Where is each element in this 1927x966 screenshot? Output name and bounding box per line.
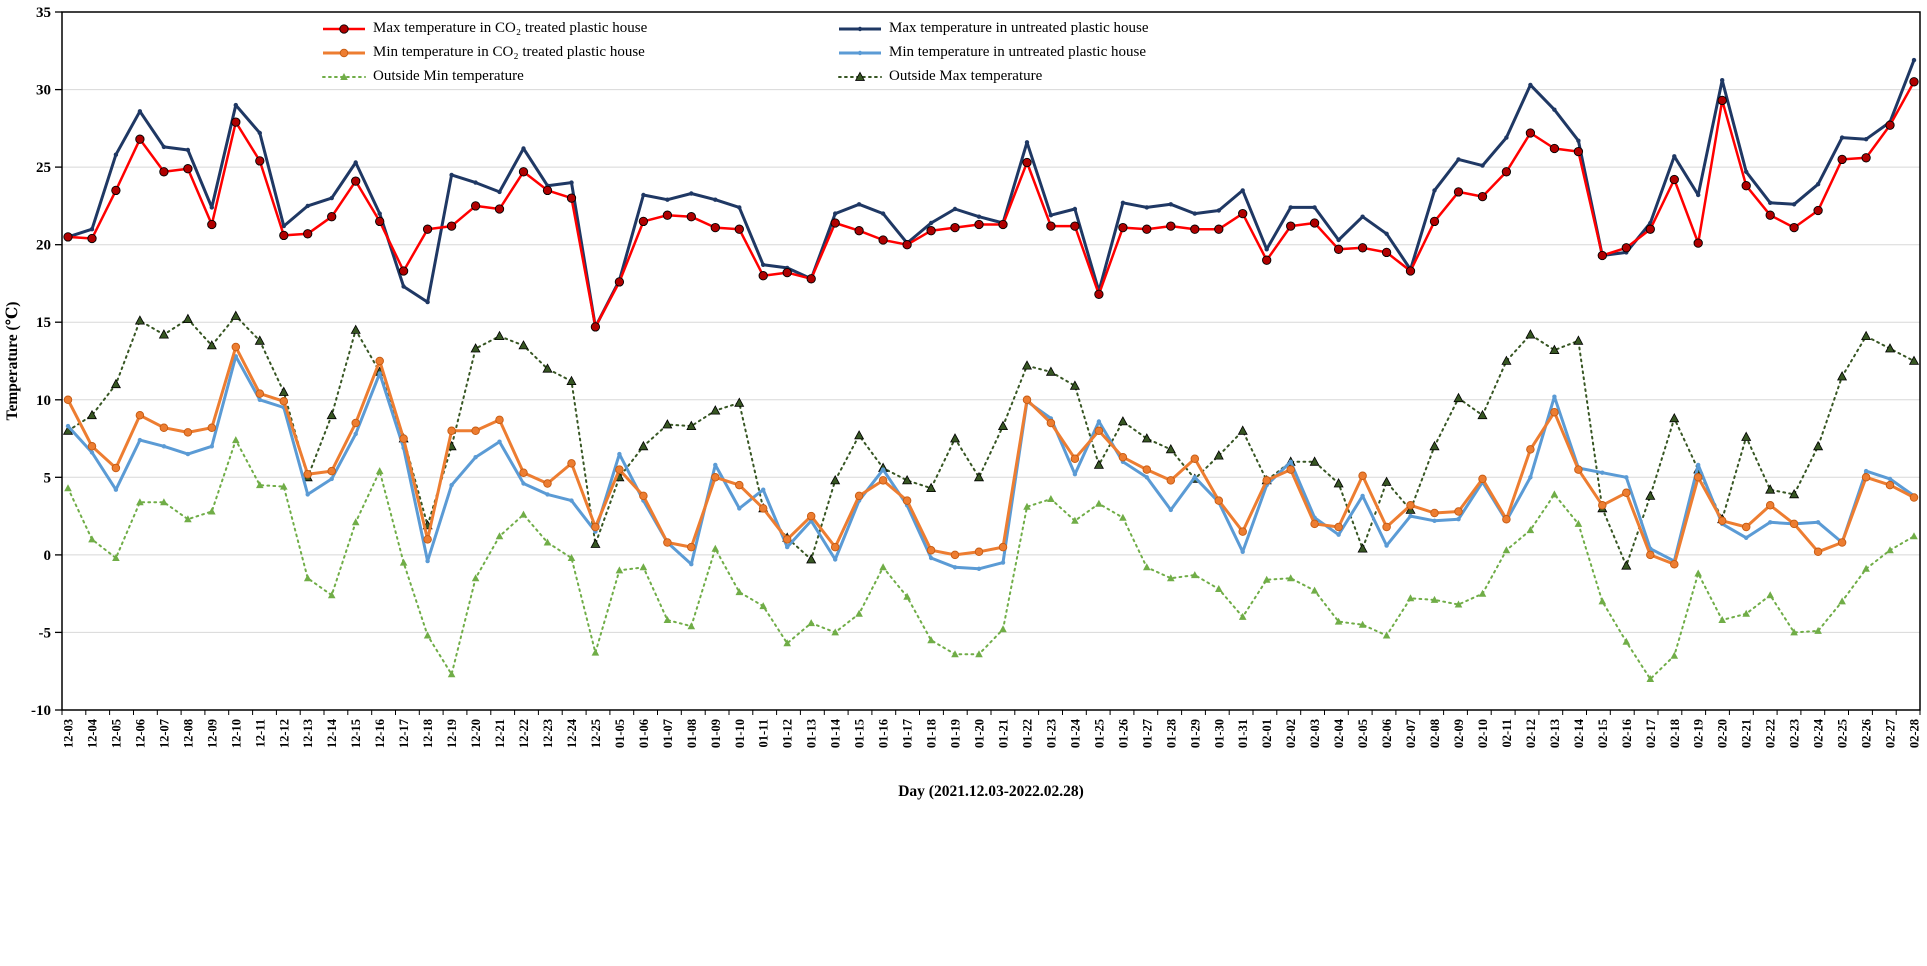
- x-tick-label: 01-12: [781, 719, 795, 748]
- x-tick-label: 01-29: [1188, 719, 1202, 748]
- x-tick-label: 12-07: [157, 719, 171, 748]
- x-tick-label: 02-26: [1860, 719, 1874, 748]
- y-tick-label: 35: [36, 5, 51, 21]
- x-tick-label: 02-20: [1716, 719, 1730, 748]
- y-tick-label: 30: [36, 83, 51, 99]
- x-tick-label: 02-12: [1524, 719, 1538, 748]
- x-tick-label: 12-06: [133, 719, 147, 748]
- y-axis-title: Temperature (℃): [4, 302, 21, 421]
- x-tick-label: 02-22: [1764, 719, 1778, 748]
- x-tick-label: 12-22: [517, 719, 531, 748]
- x-tick-label: 02-06: [1380, 719, 1394, 748]
- x-tick-label: 02-16: [1620, 719, 1634, 748]
- x-tick-label: 01-07: [661, 719, 675, 748]
- x-tick-label: 01-14: [829, 718, 843, 748]
- x-tick-label: 02-04: [1332, 718, 1346, 748]
- x-tick-label: 12-10: [229, 719, 243, 748]
- x-tick-label: 12-17: [397, 719, 411, 748]
- x-tick-label: 01-17: [901, 719, 915, 748]
- series-min-co2: [63, 342, 1919, 569]
- x-tick-label: 01-18: [925, 719, 939, 748]
- y-tick-label: 0: [44, 548, 52, 564]
- x-tick-label: 02-23: [1788, 719, 1802, 748]
- plot-graphics: -10 -5 0 5 10 15 20 25 30 35 12-03 12-04 12-05 12-06 1…: [31, 5, 1922, 748]
- x-tick-label: 01-19: [949, 719, 963, 748]
- x-tick-label: 02-14: [1572, 718, 1586, 748]
- x-tick-label: 12-16: [373, 719, 387, 748]
- y-tick-label: -10: [31, 703, 51, 719]
- x-tick-label: 02-15: [1596, 719, 1610, 748]
- x-tick-label: 12-21: [493, 719, 507, 748]
- x-tick-label: 12-25: [589, 719, 603, 748]
- x-tick-label: 12-12: [277, 719, 291, 748]
- x-tick-label: 02-13: [1548, 719, 1562, 748]
- x-tick-label: 12-11: [253, 719, 267, 747]
- x-tick-label: 01-05: [613, 719, 627, 748]
- x-tick-label: 12-08: [181, 719, 195, 748]
- x-tick-label: 02-09: [1452, 719, 1466, 748]
- x-tick-label: 12-20: [469, 719, 483, 748]
- x-tick-label: 12-05: [109, 719, 123, 748]
- x-tick-label: 01-09: [709, 719, 723, 748]
- x-tick-label: 12-19: [445, 719, 459, 748]
- x-tick-label: 12-18: [421, 719, 435, 748]
- x-tick-label: 01-15: [853, 719, 867, 748]
- y-tick-label: 10: [36, 393, 51, 409]
- x-tick-label: 02-17: [1644, 719, 1658, 748]
- x-tick-label: 01-10: [733, 719, 747, 748]
- x-tick-label: 01-06: [637, 719, 651, 748]
- x-tick-label: 02-19: [1692, 719, 1706, 748]
- x-tick-label: 01-13: [805, 719, 819, 748]
- x-tick-label: 01-21: [997, 719, 1011, 748]
- x-tick-label: 02-02: [1284, 719, 1298, 748]
- y-tick-label: 5: [44, 470, 52, 486]
- series-max-untreated: [65, 57, 1917, 330]
- x-tick-label: 01-11: [757, 719, 771, 747]
- x-tick-label: 01-08: [685, 719, 699, 748]
- x-tick-label: 01-23: [1044, 719, 1058, 748]
- x-tick-label: 01-24: [1068, 718, 1082, 748]
- x-tick-label: 12-23: [541, 719, 555, 748]
- x-tick-label: 12-15: [349, 719, 363, 748]
- x-tick-label: 01-28: [1164, 719, 1178, 748]
- y-tick-label: 25: [36, 160, 51, 176]
- x-tick-label: 12-04: [86, 718, 100, 748]
- x-tick-label: 01-30: [1212, 719, 1226, 748]
- x-tick-label: 01-16: [877, 719, 891, 748]
- x-tick-label: 02-05: [1356, 719, 1370, 748]
- x-tick-label: 02-08: [1428, 719, 1442, 748]
- x-tick-label: 02-21: [1740, 719, 1754, 748]
- x-tick-label: 01-27: [1140, 719, 1154, 748]
- x-tick-label: 02-01: [1260, 719, 1274, 748]
- x-tick-label: 02-28: [1908, 719, 1922, 748]
- x-tick-label: 02-07: [1404, 719, 1418, 748]
- x-tick-label: 01-31: [1236, 719, 1250, 748]
- x-tick-label: 02-10: [1476, 719, 1490, 748]
- x-tick-label: 02-03: [1308, 719, 1322, 748]
- x-tick-label: 02-27: [1884, 719, 1898, 748]
- x-tick-label: 02-25: [1836, 719, 1850, 748]
- x-tick-label: 01-25: [1092, 719, 1106, 748]
- x-tick-label: 02-11: [1500, 719, 1514, 747]
- series-outside-min: [64, 436, 1918, 682]
- series-min-untreated: [65, 354, 1917, 571]
- x-tick-label: 12-24: [565, 718, 579, 748]
- series-max-co2: [63, 77, 1919, 332]
- x-axis-title: Day (2021.12.03-2022.02.28): [898, 783, 1084, 800]
- x-tick-label: 12-09: [205, 719, 219, 748]
- x-tick-label: 12-03: [62, 719, 76, 748]
- y-tick-label: 15: [36, 315, 51, 331]
- x-tick-label: 01-22: [1021, 719, 1035, 748]
- x-tick-label: 12-14: [325, 718, 339, 748]
- y-tick-label: -5: [39, 625, 52, 641]
- x-tick-label: 01-26: [1116, 719, 1130, 748]
- plot-frame: [61, 11, 1921, 711]
- x-tick-label: 02-24: [1812, 718, 1826, 748]
- x-tick-label: 01-20: [973, 719, 987, 748]
- x-tick-label: 12-13: [301, 719, 315, 748]
- x-tick-label: 02-18: [1668, 719, 1682, 748]
- y-tick-label: 20: [36, 238, 51, 254]
